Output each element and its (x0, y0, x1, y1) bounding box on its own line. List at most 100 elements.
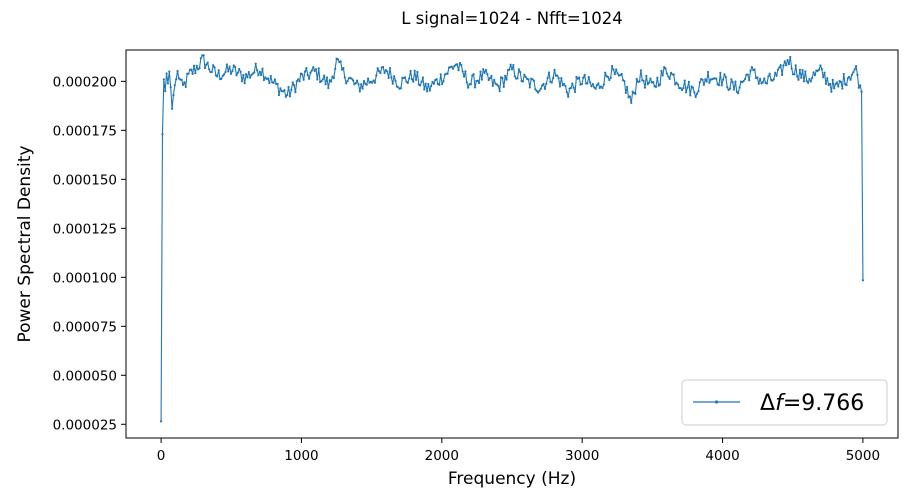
data-point (727, 88, 730, 92)
data-point (358, 90, 361, 93)
data-point (495, 83, 499, 86)
data-point (824, 82, 828, 85)
data-point (794, 64, 797, 67)
data-point (658, 83, 662, 86)
data-point (600, 85, 603, 88)
data-point (805, 80, 808, 83)
data-point (523, 73, 526, 76)
data-point (238, 67, 241, 71)
data-point (517, 68, 520, 71)
data-point (738, 86, 741, 89)
data-point (698, 81, 701, 84)
data-point (563, 82, 566, 86)
data-point (746, 73, 749, 76)
data-point (743, 77, 747, 81)
data-point (772, 78, 775, 81)
x-tick-label: 4000 (705, 448, 739, 464)
data-point (239, 70, 242, 73)
data-point (450, 65, 453, 68)
data-point (387, 76, 390, 79)
legend-delta: Δ (760, 391, 775, 416)
data-point (552, 77, 555, 80)
data-point (386, 70, 389, 73)
series-line (160, 54, 864, 422)
data-point (634, 92, 637, 95)
data-point (413, 69, 416, 72)
data-point (606, 75, 610, 79)
data-point (484, 68, 488, 72)
data-point (556, 74, 559, 77)
data-point (159, 420, 163, 423)
data-point (793, 73, 796, 76)
data-point (796, 75, 799, 78)
data-point (578, 76, 581, 79)
data-point (382, 65, 385, 69)
data-point (706, 70, 710, 74)
data-point (424, 82, 427, 85)
data-point (357, 82, 360, 86)
data-point (730, 78, 733, 81)
data-point (258, 70, 261, 73)
data-point (778, 66, 781, 69)
data-point (340, 68, 344, 71)
data-point (695, 92, 699, 95)
data-point (616, 72, 619, 75)
data-point (439, 73, 442, 76)
data-point (323, 74, 326, 77)
data-point (835, 81, 838, 84)
data-point (521, 80, 525, 83)
data-point (336, 58, 340, 61)
data-point (362, 79, 366, 83)
data-point (531, 78, 534, 81)
data-point (478, 81, 481, 85)
data-point (334, 67, 337, 71)
data-point (683, 79, 686, 82)
data-point (294, 91, 297, 94)
data-point (321, 78, 324, 81)
data-point (828, 82, 832, 86)
data-point (512, 63, 515, 67)
data-point (560, 76, 563, 80)
data-point (435, 77, 438, 81)
data-point (789, 55, 792, 59)
data-point (246, 76, 249, 79)
data-point (366, 77, 370, 80)
data-point (187, 72, 190, 75)
data-point (410, 78, 414, 81)
data-point (860, 90, 863, 93)
data-point (771, 79, 774, 82)
data-point (761, 81, 764, 84)
data-point (535, 89, 538, 92)
data-point (205, 63, 208, 66)
data-point (646, 83, 649, 86)
data-point (373, 81, 377, 84)
data-point (615, 68, 618, 71)
data-point (217, 69, 220, 72)
data-point (550, 81, 553, 84)
data-point (848, 75, 851, 78)
data-point (732, 88, 736, 91)
data-point (567, 95, 570, 98)
data-point (589, 81, 592, 84)
y-tick-label: 0.000150 (53, 172, 117, 188)
data-point (170, 107, 174, 110)
data-point (476, 79, 479, 82)
data-point (473, 86, 477, 89)
data-point (597, 82, 600, 85)
data-point (192, 64, 196, 67)
data-point (409, 69, 412, 73)
data-point (190, 68, 193, 71)
data-point (235, 74, 238, 77)
data-point (397, 86, 400, 89)
data-point (833, 87, 836, 90)
data-point (798, 68, 801, 72)
data-point (723, 73, 726, 76)
data-point (685, 91, 688, 94)
data-point (516, 77, 519, 80)
data-point (849, 78, 852, 81)
data-point (513, 75, 516, 78)
data-point (676, 83, 679, 86)
data-point (804, 70, 807, 73)
data-point (375, 74, 378, 77)
